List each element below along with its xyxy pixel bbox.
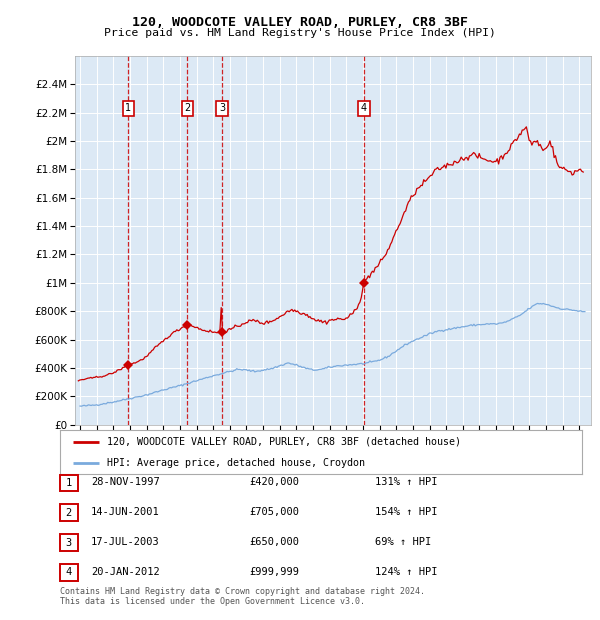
FancyBboxPatch shape <box>60 505 77 521</box>
Text: HPI: Average price, detached house, Croydon: HPI: Average price, detached house, Croy… <box>107 458 365 468</box>
Text: £705,000: £705,000 <box>249 507 299 517</box>
Text: 28-NOV-1997: 28-NOV-1997 <box>91 477 160 487</box>
Text: 4: 4 <box>361 104 367 113</box>
Text: 1: 1 <box>125 104 131 113</box>
Text: 3: 3 <box>219 104 226 113</box>
Text: £999,999: £999,999 <box>249 567 299 577</box>
Text: 124% ↑ HPI: 124% ↑ HPI <box>375 567 437 577</box>
Text: Price paid vs. HM Land Registry's House Price Index (HPI): Price paid vs. HM Land Registry's House … <box>104 28 496 38</box>
FancyBboxPatch shape <box>60 564 77 580</box>
Text: Contains HM Land Registry data © Crown copyright and database right 2024.
This d: Contains HM Land Registry data © Crown c… <box>60 587 425 606</box>
Text: 17-JUL-2003: 17-JUL-2003 <box>91 537 160 547</box>
Text: £650,000: £650,000 <box>249 537 299 547</box>
Text: 4: 4 <box>65 567 72 577</box>
Text: 131% ↑ HPI: 131% ↑ HPI <box>375 477 437 487</box>
Text: 120, WOODCOTE VALLEY ROAD, PURLEY, CR8 3BF: 120, WOODCOTE VALLEY ROAD, PURLEY, CR8 3… <box>132 16 468 29</box>
FancyBboxPatch shape <box>60 475 77 491</box>
Text: 154% ↑ HPI: 154% ↑ HPI <box>375 507 437 517</box>
Text: 2: 2 <box>184 104 191 113</box>
Text: 20-JAN-2012: 20-JAN-2012 <box>91 567 160 577</box>
FancyBboxPatch shape <box>60 534 77 551</box>
Text: 1: 1 <box>65 478 72 488</box>
Text: 3: 3 <box>65 538 72 547</box>
Text: 14-JUN-2001: 14-JUN-2001 <box>91 507 160 517</box>
Text: 69% ↑ HPI: 69% ↑ HPI <box>375 537 431 547</box>
Text: 120, WOODCOTE VALLEY ROAD, PURLEY, CR8 3BF (detached house): 120, WOODCOTE VALLEY ROAD, PURLEY, CR8 3… <box>107 436 461 447</box>
Text: £420,000: £420,000 <box>249 477 299 487</box>
Text: 2: 2 <box>65 508 72 518</box>
